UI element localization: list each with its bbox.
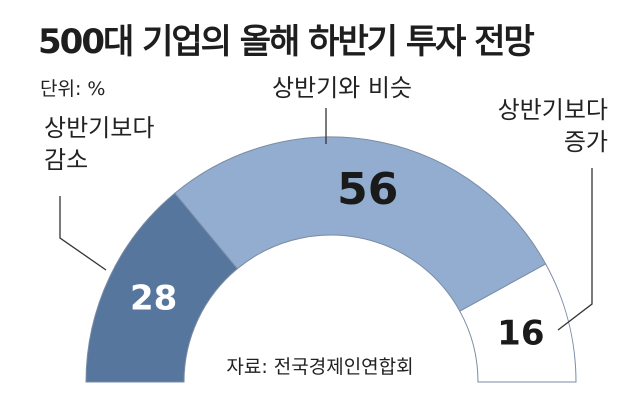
slice-value-2: 16 — [497, 313, 544, 353]
slice-label-0: 상반기보다 감소 — [44, 114, 154, 174]
slice-value-1: 56 — [337, 164, 398, 215]
unit-label: 단위: % — [40, 78, 106, 100]
slice-label-1: 상반기와 비슷 — [272, 74, 412, 102]
slice-label-2: 상반기보다 증가 — [498, 96, 608, 156]
slice-1 — [174, 136, 547, 312]
source-note: 자료: 전국경제인연합회 — [226, 356, 414, 378]
slice-value-0: 28 — [130, 279, 177, 319]
leader-line-0 — [59, 196, 107, 271]
chart-title: 500대 기업의 올해 하반기 투자 전망 — [38, 22, 535, 62]
slice-2 — [459, 263, 577, 383]
leader-line-2 — [557, 168, 593, 331]
